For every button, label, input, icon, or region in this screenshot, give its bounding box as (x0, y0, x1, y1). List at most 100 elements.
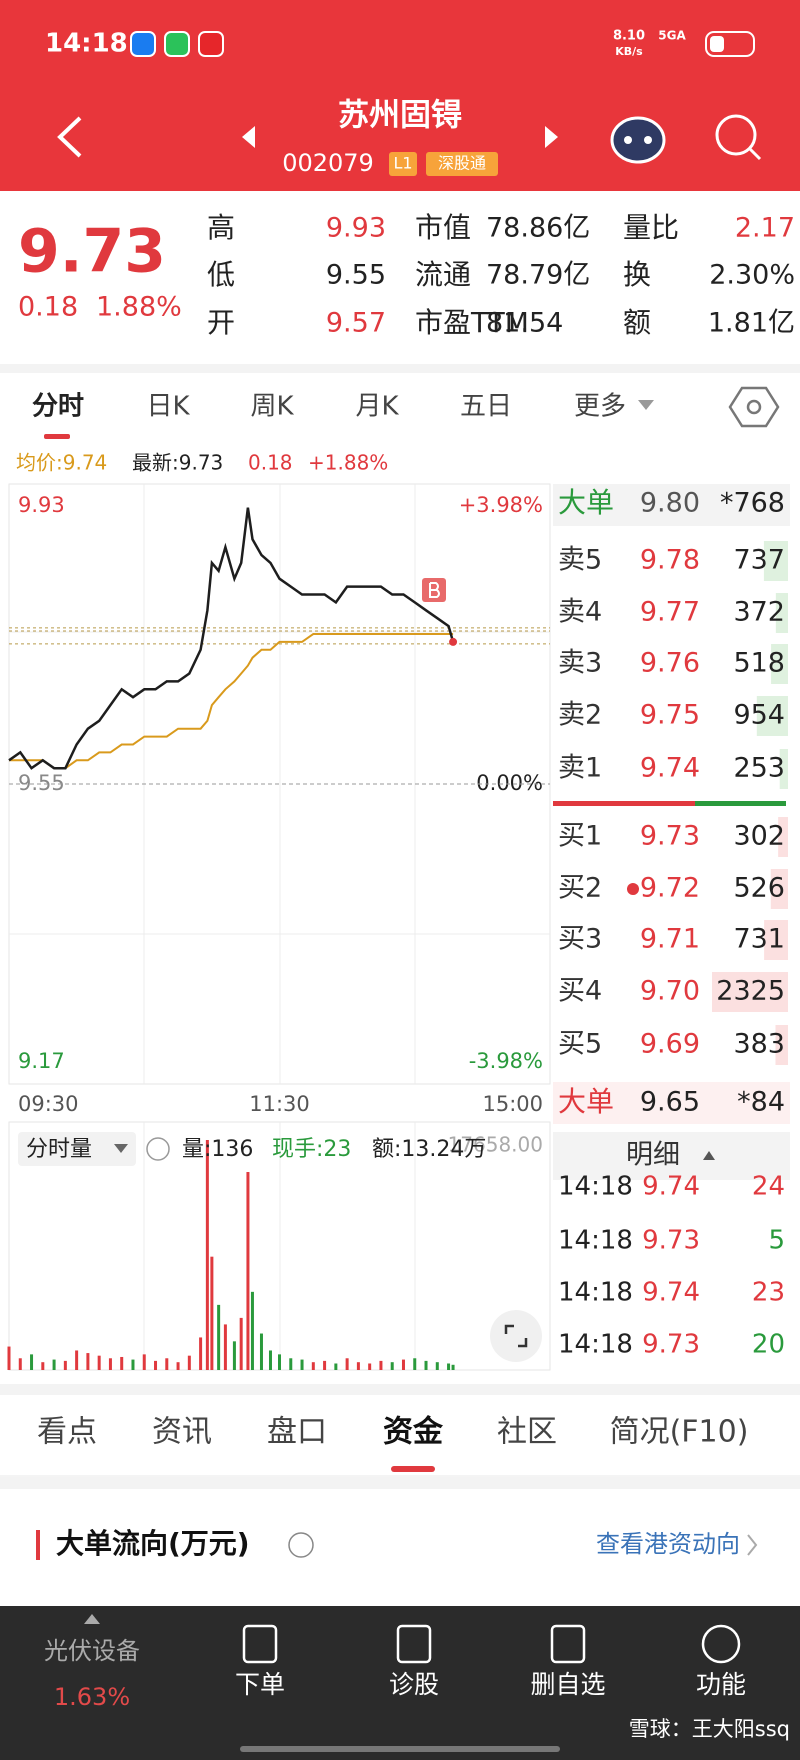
content-tab[interactable]: 资讯 (152, 1415, 212, 1450)
amount-info: 额:13.24万 (372, 1137, 486, 1162)
separator (0, 364, 800, 373)
chart-tab[interactable]: 周K (250, 392, 294, 422)
volume-bar (401, 1359, 405, 1370)
book-label: 卖5 (558, 545, 602, 576)
connect-badge: 深股通 (438, 154, 486, 173)
book-price: 9.75 (640, 700, 700, 731)
y-tick-label: 9.17 (18, 1049, 65, 1073)
volume-bar (223, 1324, 227, 1370)
x-tick-label: 09:30 (18, 1092, 79, 1116)
content-tab-indicator (391, 1466, 435, 1472)
detail-title[interactable]: 明细 (626, 1140, 680, 1171)
big-order-volume: *84 (737, 1087, 785, 1118)
volume-bar (176, 1362, 180, 1370)
last-price-dot (449, 637, 458, 646)
network: 5GA (658, 29, 686, 43)
settings-button[interactable] (728, 386, 780, 428)
expand-icon (504, 1324, 528, 1348)
net-unit: KB/s (615, 45, 643, 58)
expand-button[interactable] (490, 1310, 542, 1362)
volume-info: 量:136 (182, 1137, 253, 1162)
chart-tab[interactable]: 分时 (32, 392, 84, 422)
robot-button[interactable] (610, 116, 666, 164)
volume-bar (30, 1354, 34, 1370)
volume-title[interactable]: 分时量 (26, 1137, 92, 1162)
search-handle (748, 147, 762, 161)
big-order-bg (553, 484, 790, 526)
stat-value: 78.86亿 (486, 213, 590, 244)
volume-menu-arrow (114, 1144, 128, 1153)
volume-bar (108, 1358, 112, 1370)
big-order-price: 9.80 (640, 488, 700, 519)
volume-bar (451, 1364, 455, 1370)
volume-bar (154, 1360, 158, 1370)
nav-item[interactable]: 删自选 (530, 1670, 605, 1699)
book-label: 卖2 (558, 700, 602, 731)
prev-stock[interactable] (242, 126, 255, 148)
book-label: 卖4 (558, 597, 602, 628)
depth-bar (712, 972, 788, 1012)
nav-item[interactable]: 下单 (235, 1670, 285, 1699)
book-volume: 372 (733, 597, 785, 628)
book-label: 买2 (558, 873, 602, 904)
volume-bar (379, 1360, 383, 1370)
chart-tab[interactable]: 月K (355, 392, 399, 422)
trade-price: 9.73 (642, 1330, 700, 1360)
chart-tab[interactable]: 五日 (460, 392, 512, 422)
avg-line (9, 633, 454, 770)
change-pct: 1.88% (96, 292, 182, 323)
trade-price: 9.73 (642, 1226, 700, 1256)
detail-arrow (703, 1151, 715, 1160)
volume-bar (323, 1360, 327, 1370)
net-speed: 8.10 (613, 29, 645, 44)
back-button[interactable] (57, 116, 82, 158)
depth-bar (764, 920, 788, 960)
stat-label: 额 (623, 306, 651, 339)
watermark: 雪球：王大阳ssq (629, 1717, 790, 1741)
sector-name[interactable]: 光伏设备 (44, 1637, 140, 1665)
chart-tab[interactable]: 日K (146, 392, 190, 422)
stat-label: 量比 (623, 211, 679, 244)
hand-info: 现手:23 (272, 1137, 351, 1162)
book-volume: 526 (733, 873, 785, 904)
content-tab[interactable]: 简况(F10) (610, 1415, 749, 1450)
change: 0.18 (18, 292, 78, 323)
detail-bg (553, 1132, 790, 1180)
volume-bar (18, 1358, 22, 1370)
help-icon (146, 1137, 170, 1161)
chart-tab[interactable]: 更多 (574, 392, 626, 422)
book-label: 买5 (558, 1029, 602, 1060)
volume-bar (97, 1355, 101, 1370)
trade-volume: 5 (768, 1226, 785, 1256)
volume-bar (63, 1360, 67, 1370)
nav-item[interactable]: 功能 (696, 1670, 746, 1699)
info-icon (288, 1532, 314, 1558)
content-tab[interactable]: 社区 (497, 1415, 557, 1450)
nav-item[interactable]: 诊股 (389, 1670, 439, 1699)
book-label: 卖3 (558, 648, 602, 679)
volume-bar (41, 1362, 45, 1370)
trade-time: 14:18 (558, 1330, 633, 1360)
section-link[interactable]: 查看港资动向 (596, 1530, 740, 1558)
price: 9.73 (18, 217, 166, 287)
book-volume: 737 (733, 545, 785, 576)
stat-label: 低 (207, 258, 235, 291)
big-order-label: 大单 (558, 1085, 614, 1118)
separator (0, 1384, 800, 1395)
book-volume: 302 (733, 821, 785, 852)
depth-bar (771, 644, 788, 684)
volume-bar (232, 1341, 236, 1370)
book-volume: 383 (733, 1029, 785, 1060)
content-tab[interactable]: 看点 (37, 1415, 97, 1450)
link-chevron (747, 1534, 758, 1556)
section-title: 大单流向(万元) (56, 1527, 250, 1560)
depth-bar (763, 541, 788, 581)
separator (0, 1477, 800, 1489)
tab-indicator (44, 434, 70, 439)
book-price: 9.78 (640, 545, 700, 576)
next-stock[interactable] (545, 126, 558, 148)
content-tab[interactable]: 盘口 (267, 1415, 327, 1450)
content-tab[interactable]: 资金 (383, 1415, 444, 1450)
search-button[interactable] (715, 114, 757, 156)
